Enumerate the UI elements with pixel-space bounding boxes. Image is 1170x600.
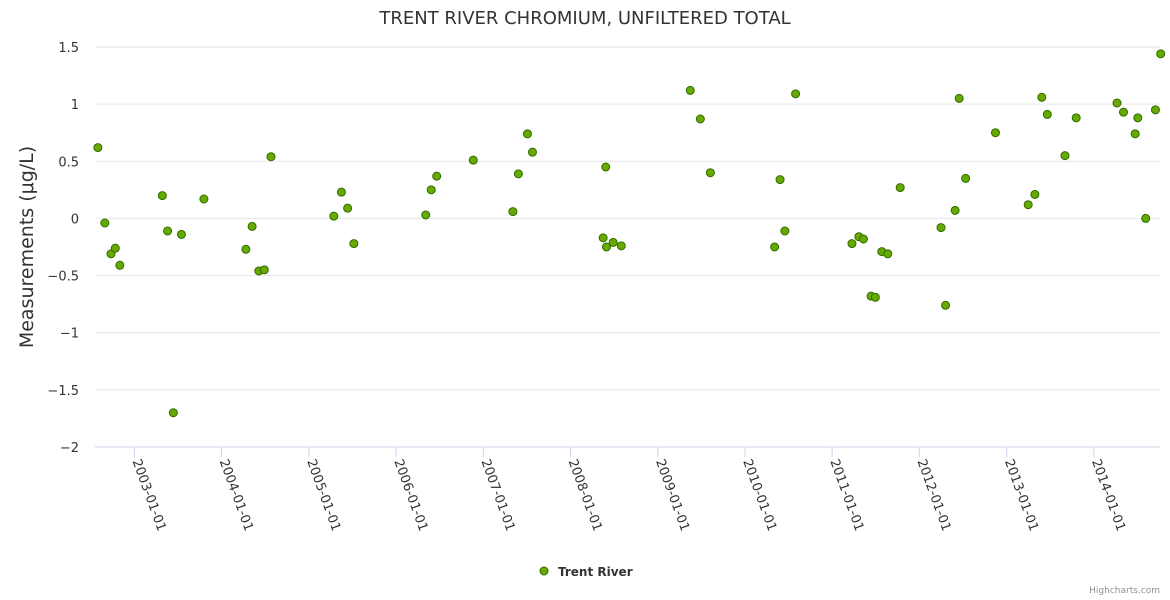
data-point[interactable] [1023, 200, 1033, 210]
x-tick-label: 2005-01-01 [303, 457, 343, 533]
data-point[interactable] [961, 173, 971, 183]
x-tick-label: 2007-01-01 [478, 457, 518, 533]
data-point[interactable] [508, 207, 518, 217]
data-point[interactable] [199, 194, 209, 204]
x-axis: 2003-01-01 2004-01-01 2005-01-01 2006-01-01… [95, 446, 1160, 533]
data-point[interactable] [1141, 213, 1151, 223]
data-point[interactable] [950, 205, 960, 215]
y-tick-label: 0 [71, 212, 79, 227]
data-point[interactable] [616, 241, 626, 251]
data-point[interactable] [791, 89, 801, 99]
data-point[interactable] [100, 218, 110, 228]
data-point[interactable] [426, 185, 436, 195]
y-axis: 1.5 1 0.5 0 −0.5 −1 −1.5 −2 [47, 41, 79, 456]
x-tick-label: 2013-01-01 [1001, 457, 1041, 533]
data-point[interactable] [163, 226, 173, 236]
x-tick-label: 2014-01-01 [1088, 457, 1128, 533]
data-point[interactable] [1071, 113, 1081, 123]
data-point[interactable] [1118, 107, 1128, 117]
data-point[interactable] [770, 242, 780, 252]
data-point[interactable] [685, 85, 695, 95]
data-point[interactable] [115, 260, 125, 270]
data-point[interactable] [1130, 129, 1140, 139]
data-point[interactable] [895, 183, 905, 193]
x-tick-label: 2003-01-01 [129, 457, 169, 533]
x-tick-label: 2004-01-01 [216, 457, 256, 533]
data-point[interactable] [601, 242, 611, 252]
x-tick-label: 2008-01-01 [565, 457, 605, 533]
legend-item-trent-river[interactable]: Trent River [558, 565, 633, 579]
y-tick-label: 1.5 [58, 41, 79, 56]
data-point[interactable] [1060, 151, 1070, 161]
credits-link[interactable]: Highcharts.com [1089, 586, 1160, 596]
series-trent-river[interactable] [93, 49, 1166, 418]
x-tick-label: 2006-01-01 [390, 457, 430, 533]
data-point[interactable] [468, 155, 478, 165]
data-point[interactable] [110, 243, 120, 253]
data-point[interactable] [1133, 113, 1143, 123]
y-tick-label: 0.5 [58, 155, 79, 170]
data-point[interactable] [954, 93, 964, 103]
data-point[interactable] [93, 143, 103, 153]
y-tick-label: −1 [60, 327, 79, 342]
x-tick-label: 2009-01-01 [652, 457, 692, 533]
data-point[interactable] [349, 239, 359, 249]
grid-lines [95, 46, 1160, 448]
data-point[interactable] [780, 226, 790, 236]
data-point[interactable] [847, 239, 857, 249]
data-point[interactable] [601, 162, 611, 172]
data-point[interactable] [1112, 98, 1122, 108]
y-tick-label: −1.5 [47, 384, 79, 399]
data-point[interactable] [695, 114, 705, 124]
data-point[interactable] [241, 244, 251, 254]
data-point[interactable] [329, 211, 339, 221]
data-point[interactable] [266, 152, 276, 162]
y-tick-label: −0.5 [47, 270, 79, 285]
data-point[interactable] [1156, 49, 1166, 59]
data-point[interactable] [941, 300, 951, 310]
chart-title: TRENT RIVER CHROMIUM, UNFILTERED TOTAL [378, 8, 790, 29]
data-point[interactable] [858, 234, 868, 244]
data-point[interactable] [432, 171, 442, 181]
data-point[interactable] [421, 210, 431, 220]
data-point[interactable] [775, 175, 785, 185]
x-tick-label: 2012-01-01 [914, 457, 954, 533]
y-tick-label: 1 [71, 98, 79, 113]
data-point[interactable] [343, 203, 353, 213]
data-point[interactable] [247, 221, 257, 231]
data-point[interactable] [1150, 105, 1160, 115]
data-point[interactable] [1030, 189, 1040, 199]
data-point[interactable] [870, 292, 880, 302]
data-point[interactable] [336, 187, 346, 197]
data-point[interactable] [598, 233, 608, 243]
data-point[interactable] [705, 168, 715, 178]
data-point[interactable] [990, 128, 1000, 138]
data-point[interactable] [1042, 109, 1052, 119]
legend-marker [539, 566, 549, 576]
data-point[interactable] [936, 223, 946, 233]
data-point[interactable] [522, 129, 532, 139]
legend[interactable]: Trent River [539, 565, 633, 579]
y-axis-label: Measurements (μg/L) [16, 146, 38, 348]
data-point[interactable] [176, 229, 186, 239]
data-point[interactable] [608, 237, 618, 247]
data-point[interactable] [168, 408, 178, 418]
data-point[interactable] [513, 169, 523, 179]
y-tick-label: −2 [60, 441, 79, 456]
data-point[interactable] [1037, 92, 1047, 102]
data-point[interactable] [259, 265, 269, 275]
x-tick-label: 2010-01-01 [739, 457, 779, 533]
data-point[interactable] [157, 191, 167, 201]
data-point[interactable] [883, 249, 893, 259]
x-tick-label: 2011-01-01 [826, 457, 866, 533]
data-point[interactable] [527, 147, 537, 157]
